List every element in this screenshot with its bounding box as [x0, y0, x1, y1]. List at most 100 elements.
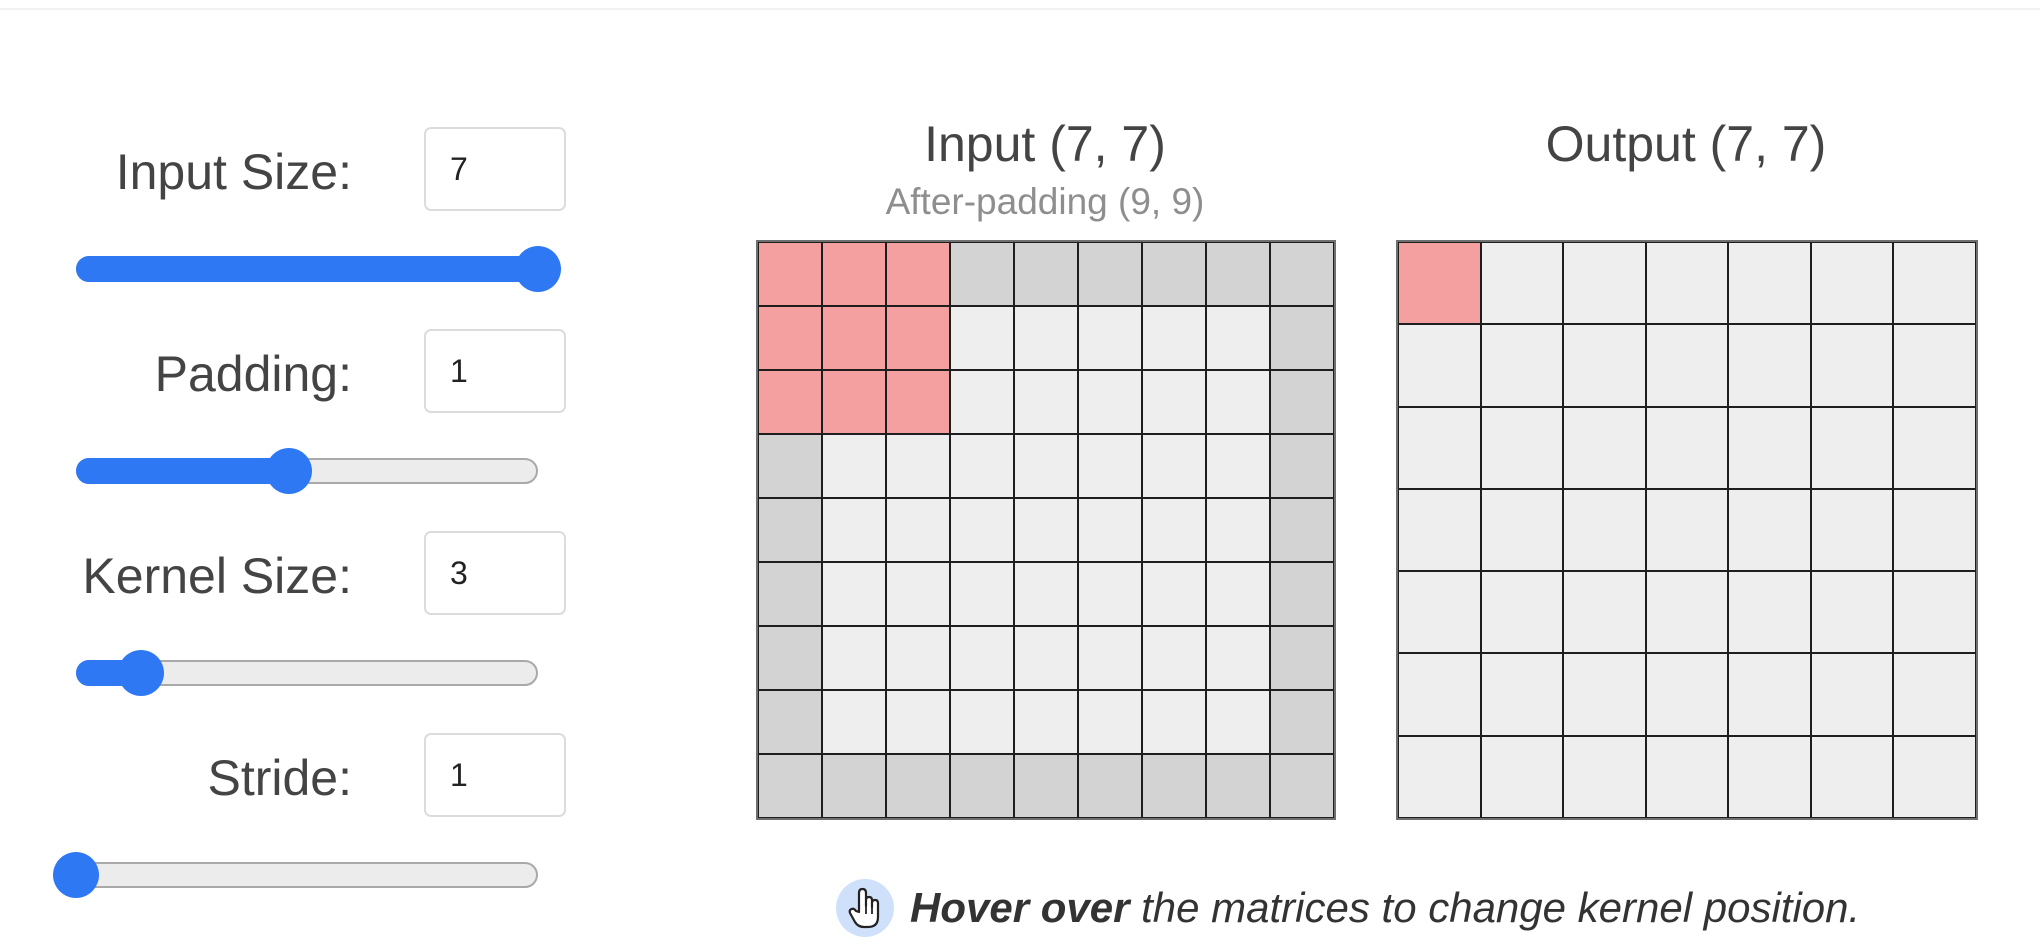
output-cell[interactable] — [1810, 406, 1894, 489]
kernel-cell[interactable] — [758, 242, 822, 306]
kernel-size-field[interactable] — [424, 531, 566, 615]
output-cell[interactable] — [1810, 242, 1894, 325]
slider-thumb[interactable] — [53, 852, 99, 898]
output-cell[interactable] — [1480, 653, 1564, 736]
output-cell[interactable] — [1563, 406, 1646, 489]
output-cell[interactable] — [1398, 406, 1481, 489]
output-cell[interactable] — [1645, 324, 1729, 407]
padding-cell[interactable] — [1206, 754, 1270, 818]
input-cell[interactable] — [886, 690, 950, 754]
output-cell[interactable] — [1563, 735, 1646, 818]
stride-slider[interactable] — [53, 852, 538, 898]
padding-cell[interactable] — [1142, 754, 1206, 818]
output-cell[interactable] — [1728, 571, 1811, 654]
padding-cell[interactable] — [1270, 498, 1334, 562]
output-cell[interactable] — [1893, 488, 1976, 572]
output-cell[interactable] — [1810, 653, 1894, 736]
input-cell[interactable] — [1142, 434, 1206, 498]
output-cell[interactable] — [1645, 571, 1729, 654]
stride-field[interactable] — [424, 733, 566, 817]
padding-slider[interactable] — [76, 448, 538, 494]
output-cell[interactable] — [1480, 488, 1564, 572]
output-cell[interactable] — [1480, 242, 1564, 325]
kernel-cell[interactable] — [886, 370, 950, 434]
input-cell[interactable] — [1078, 434, 1142, 498]
kernel-cell[interactable] — [758, 370, 822, 434]
padding-field[interactable] — [424, 329, 566, 413]
kernel-size-slider[interactable] — [76, 650, 538, 696]
output-cell[interactable] — [1563, 571, 1646, 654]
output-cell[interactable] — [1893, 571, 1976, 654]
output-cell[interactable] — [1893, 242, 1976, 325]
padding-cell[interactable] — [1270, 690, 1334, 754]
output-cell[interactable] — [1810, 735, 1894, 818]
input-cell[interactable] — [1206, 306, 1270, 370]
kernel-cell[interactable] — [822, 306, 886, 370]
input-cell[interactable] — [822, 562, 886, 626]
output-cell[interactable] — [1563, 653, 1646, 736]
output-cell[interactable] — [1480, 406, 1564, 489]
output-cell[interactable] — [1645, 242, 1729, 325]
padding-cell[interactable] — [1270, 754, 1334, 818]
padding-cell[interactable] — [758, 754, 822, 818]
input-cell[interactable] — [950, 562, 1014, 626]
output-cell[interactable] — [1893, 653, 1976, 736]
input-cell[interactable] — [1078, 626, 1142, 690]
padding-cell[interactable] — [758, 562, 822, 626]
input-cell[interactable] — [1142, 562, 1206, 626]
output-active-cell[interactable] — [1398, 242, 1481, 325]
output-cell[interactable] — [1398, 571, 1481, 654]
output-cell[interactable] — [1728, 324, 1811, 407]
input-cell[interactable] — [1014, 434, 1078, 498]
padding-cell[interactable] — [1014, 242, 1078, 306]
input-cell[interactable] — [1206, 562, 1270, 626]
input-cell[interactable] — [1142, 626, 1206, 690]
padding-cell[interactable] — [1270, 562, 1334, 626]
input-cell[interactable] — [1078, 690, 1142, 754]
padding-cell[interactable] — [1206, 242, 1270, 306]
output-cell[interactable] — [1893, 406, 1976, 489]
padding-cell[interactable] — [1270, 242, 1334, 306]
input-cell[interactable] — [1142, 690, 1206, 754]
input-cell[interactable] — [950, 434, 1014, 498]
output-cell[interactable] — [1893, 735, 1976, 818]
input-cell[interactable] — [950, 626, 1014, 690]
input-cell[interactable] — [1206, 434, 1270, 498]
output-cell[interactable] — [1480, 735, 1564, 818]
padding-cell[interactable] — [1270, 626, 1334, 690]
input-cell[interactable] — [886, 626, 950, 690]
output-cell[interactable] — [1645, 406, 1729, 489]
output-matrix-grid[interactable] — [1396, 240, 1978, 820]
output-cell[interactable] — [1480, 324, 1564, 407]
input-cell[interactable] — [1014, 690, 1078, 754]
output-cell[interactable] — [1645, 653, 1729, 736]
padding-cell[interactable] — [758, 498, 822, 562]
padding-cell[interactable] — [758, 626, 822, 690]
input-cell[interactable] — [1078, 306, 1142, 370]
kernel-cell[interactable] — [886, 306, 950, 370]
padding-cell[interactable] — [758, 434, 822, 498]
output-cell[interactable] — [1563, 242, 1646, 325]
output-cell[interactable] — [1563, 488, 1646, 572]
input-cell[interactable] — [886, 562, 950, 626]
input-cell[interactable] — [1014, 562, 1078, 626]
input-cell[interactable] — [1078, 370, 1142, 434]
output-cell[interactable] — [1728, 735, 1811, 818]
output-cell[interactable] — [1810, 571, 1894, 654]
padding-cell[interactable] — [886, 754, 950, 818]
input-cell[interactable] — [1014, 498, 1078, 562]
output-cell[interactable] — [1398, 735, 1481, 818]
input-cell[interactable] — [1014, 306, 1078, 370]
output-cell[interactable] — [1728, 488, 1811, 572]
input-cell[interactable] — [1142, 370, 1206, 434]
padding-cell[interactable] — [758, 690, 822, 754]
output-cell[interactable] — [1645, 735, 1729, 818]
padding-cell[interactable] — [1270, 306, 1334, 370]
output-cell[interactable] — [1728, 406, 1811, 489]
padding-cell[interactable] — [1078, 242, 1142, 306]
kernel-cell[interactable] — [886, 242, 950, 306]
output-cell[interactable] — [1480, 571, 1564, 654]
input-cell[interactable] — [1014, 626, 1078, 690]
padding-cell[interactable] — [1270, 434, 1334, 498]
kernel-cell[interactable] — [758, 306, 822, 370]
